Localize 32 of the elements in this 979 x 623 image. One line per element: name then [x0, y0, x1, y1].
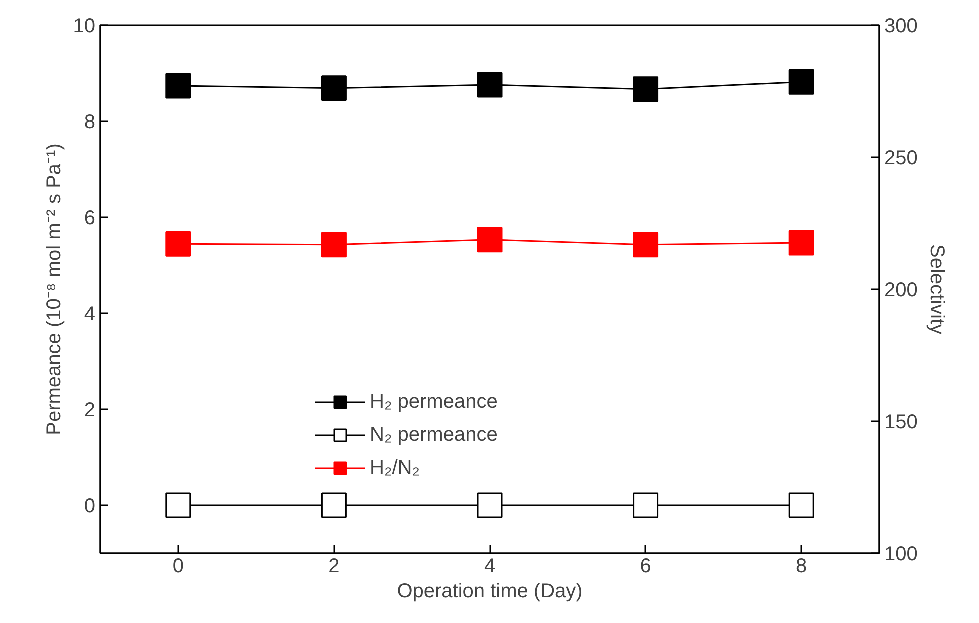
point — [633, 76, 659, 102]
y2-tick-label: 200 — [884, 280, 918, 302]
point — [166, 492, 192, 518]
y-tick-label: 8 — [84, 112, 96, 134]
point — [788, 69, 814, 95]
point — [477, 72, 503, 98]
point — [633, 492, 659, 518]
y-tick-label: 0 — [84, 496, 96, 518]
legend-label: H₂/N₂ — [370, 456, 420, 480]
y-tick-label: 10 — [73, 16, 96, 38]
point — [477, 492, 503, 518]
point — [321, 492, 347, 518]
y-tick-label: 4 — [84, 304, 96, 326]
point — [166, 73, 192, 99]
y2-tick-label: 100 — [884, 544, 918, 566]
x-tick-label: 6 — [640, 556, 652, 578]
y-axis-title: Permeance (10⁻⁸ mol m⁻² s Pa⁻¹) — [43, 144, 66, 436]
y2-tick-label: 300 — [884, 16, 918, 38]
x-tick-label: 0 — [172, 556, 184, 578]
y-tick-label: 6 — [84, 208, 96, 230]
y2-axis-title: Selectivity — [926, 244, 948, 335]
x-tick-label: 4 — [484, 556, 496, 578]
y-tick-label: 2 — [84, 400, 96, 422]
legend-label: H₂ permeance — [370, 390, 498, 414]
x-tick-label: 8 — [796, 556, 808, 578]
x-tick-label: 2 — [328, 556, 340, 578]
point — [788, 492, 814, 518]
y2-tick-label: 150 — [884, 412, 918, 434]
y2-tick-label: 250 — [884, 148, 918, 170]
point — [321, 76, 347, 102]
x-axis-title: Operation time (Day) — [397, 580, 583, 602]
legend-label: N₂ permeance — [370, 424, 498, 446]
